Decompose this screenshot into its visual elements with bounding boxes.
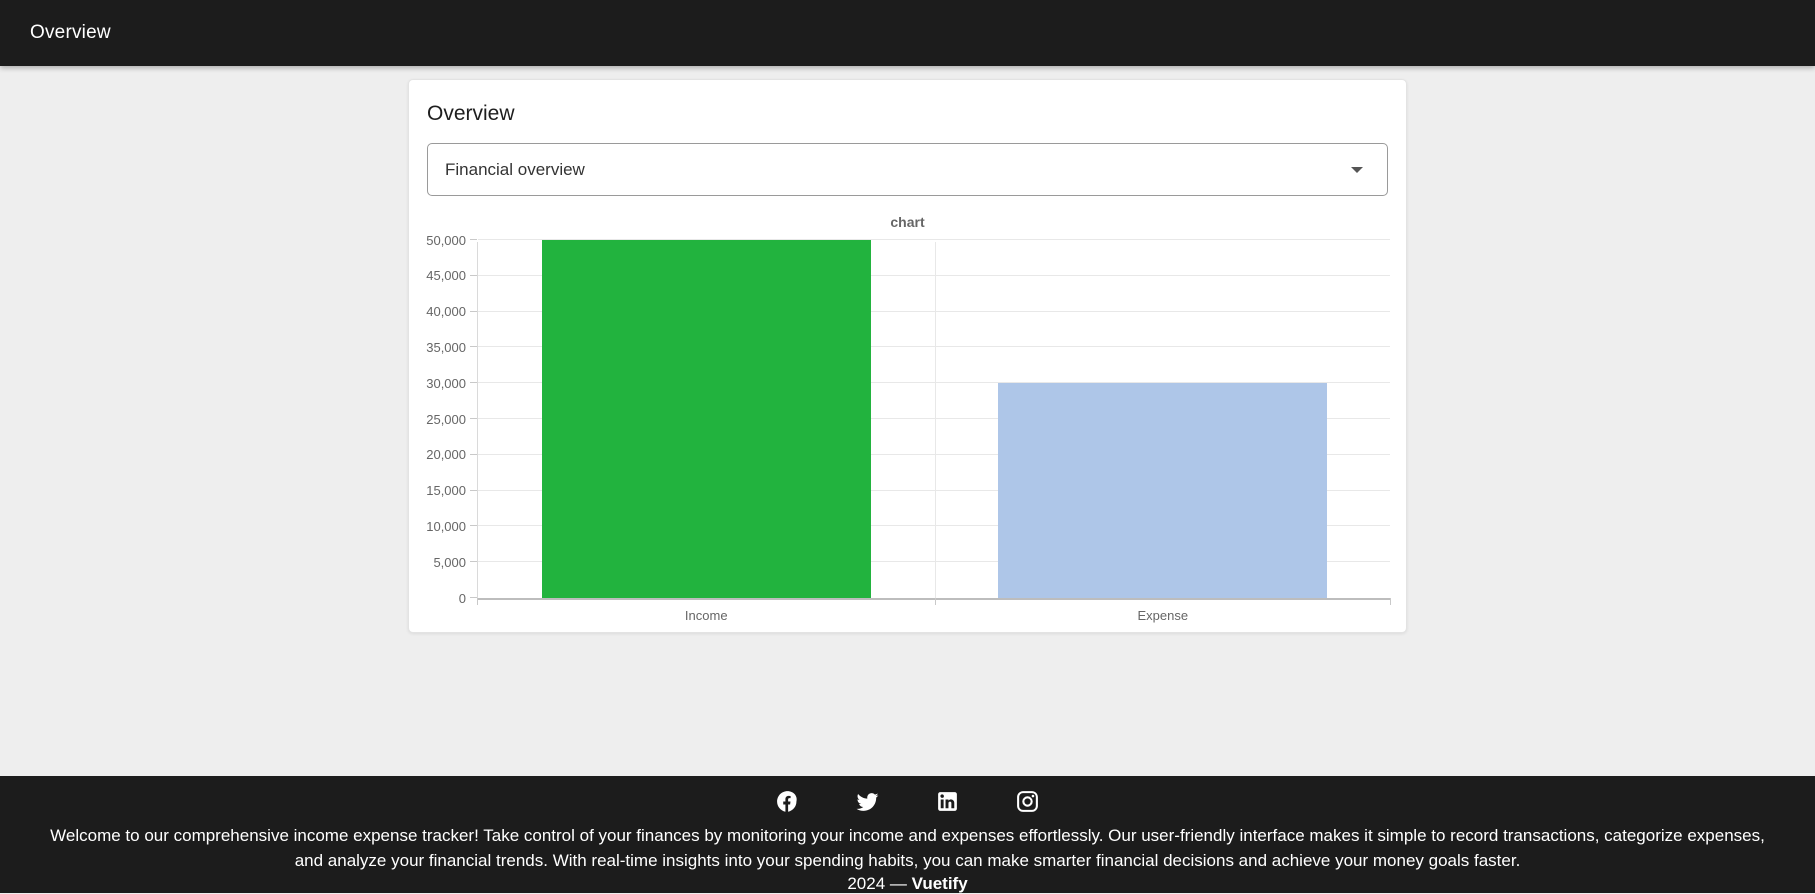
select-value: Financial overview [445,159,585,179]
x-tick-stub [1390,598,1391,605]
main-content: Overview Financial overview chart 0 5,000… [0,66,1815,776]
y-tick-mark [470,346,477,348]
card-title: Overview [427,102,515,125]
y-tick-mark [470,561,477,563]
y-tick-mark [470,310,477,312]
gridline [478,382,1390,384]
y-tick-mark [470,525,477,527]
brand-name: Vuetify [911,874,968,893]
y-tick-label: 0 [458,590,466,606]
app-bar: Overview [0,0,1815,66]
footer: Welcome to our comprehensive income expe… [0,776,1815,893]
y-tick-label: 15,000 [426,483,466,499]
y-tick-label: 20,000 [426,447,466,463]
gridline [478,418,1390,419]
y-tick-mark [470,239,477,240]
copyright-year: 2024 — [847,874,907,893]
y-tick-label: 10,000 [426,518,466,534]
gridline [478,489,1390,491]
chart-type-select[interactable]: Financial overview [427,143,1388,196]
y-tick-mark [470,382,477,384]
social-links [0,786,1815,816]
x-category-label: Income [684,608,728,623]
facebook-icon[interactable] [775,788,801,814]
gridline [478,453,1390,455]
gridline [478,346,1390,348]
gridline [478,239,1390,240]
y-tick-label: 35,000 [426,339,466,355]
y-tick-label: 45,000 [426,268,466,284]
gridline [478,274,1390,276]
y-tick-mark [470,489,477,491]
y-tick-label: 5,000 [433,554,466,570]
gridline [478,561,1390,563]
y-tick-label: 25,000 [426,411,466,427]
x-category-label: Expense [1137,608,1189,623]
x-tick-stub [477,598,478,605]
footer-description: Welcome to our comprehensive income expe… [50,826,1765,870]
y-tick-label: 50,000 [426,232,466,248]
y-tick-mark [470,274,477,276]
chart: chart 0 5,000 10,000 15,000 20,000 25,000 30,0… [426,214,1391,623]
linkedin-icon[interactable] [935,788,961,814]
gridline [478,310,1390,312]
chart-title: chart [890,214,925,230]
y-tick-mark [470,453,477,455]
instagram-icon[interactable] [1015,788,1041,814]
y-tick-mark [470,597,477,598]
chevron-down-icon [1351,166,1363,173]
app-bar-title: Overview [30,22,111,43]
footer-copyright: 2024 — Vuetify [0,874,1815,894]
y-tick-mark [470,418,477,419]
gridline [934,242,936,598]
x-tick-stub [934,598,936,605]
bar-expense [998,383,1328,598]
overview-card: Overview Financial overview chart 0 5,000… [408,79,1407,633]
y-tick-label: 30,000 [426,375,466,391]
y-tick-label: 40,000 [426,304,466,320]
bar-income [541,240,871,598]
twitter-icon[interactable] [855,788,881,814]
gridline [478,525,1390,527]
chart-plot: 0 5,000 10,000 15,000 20,000 25,000 30,000 35,0… [426,234,1391,623]
